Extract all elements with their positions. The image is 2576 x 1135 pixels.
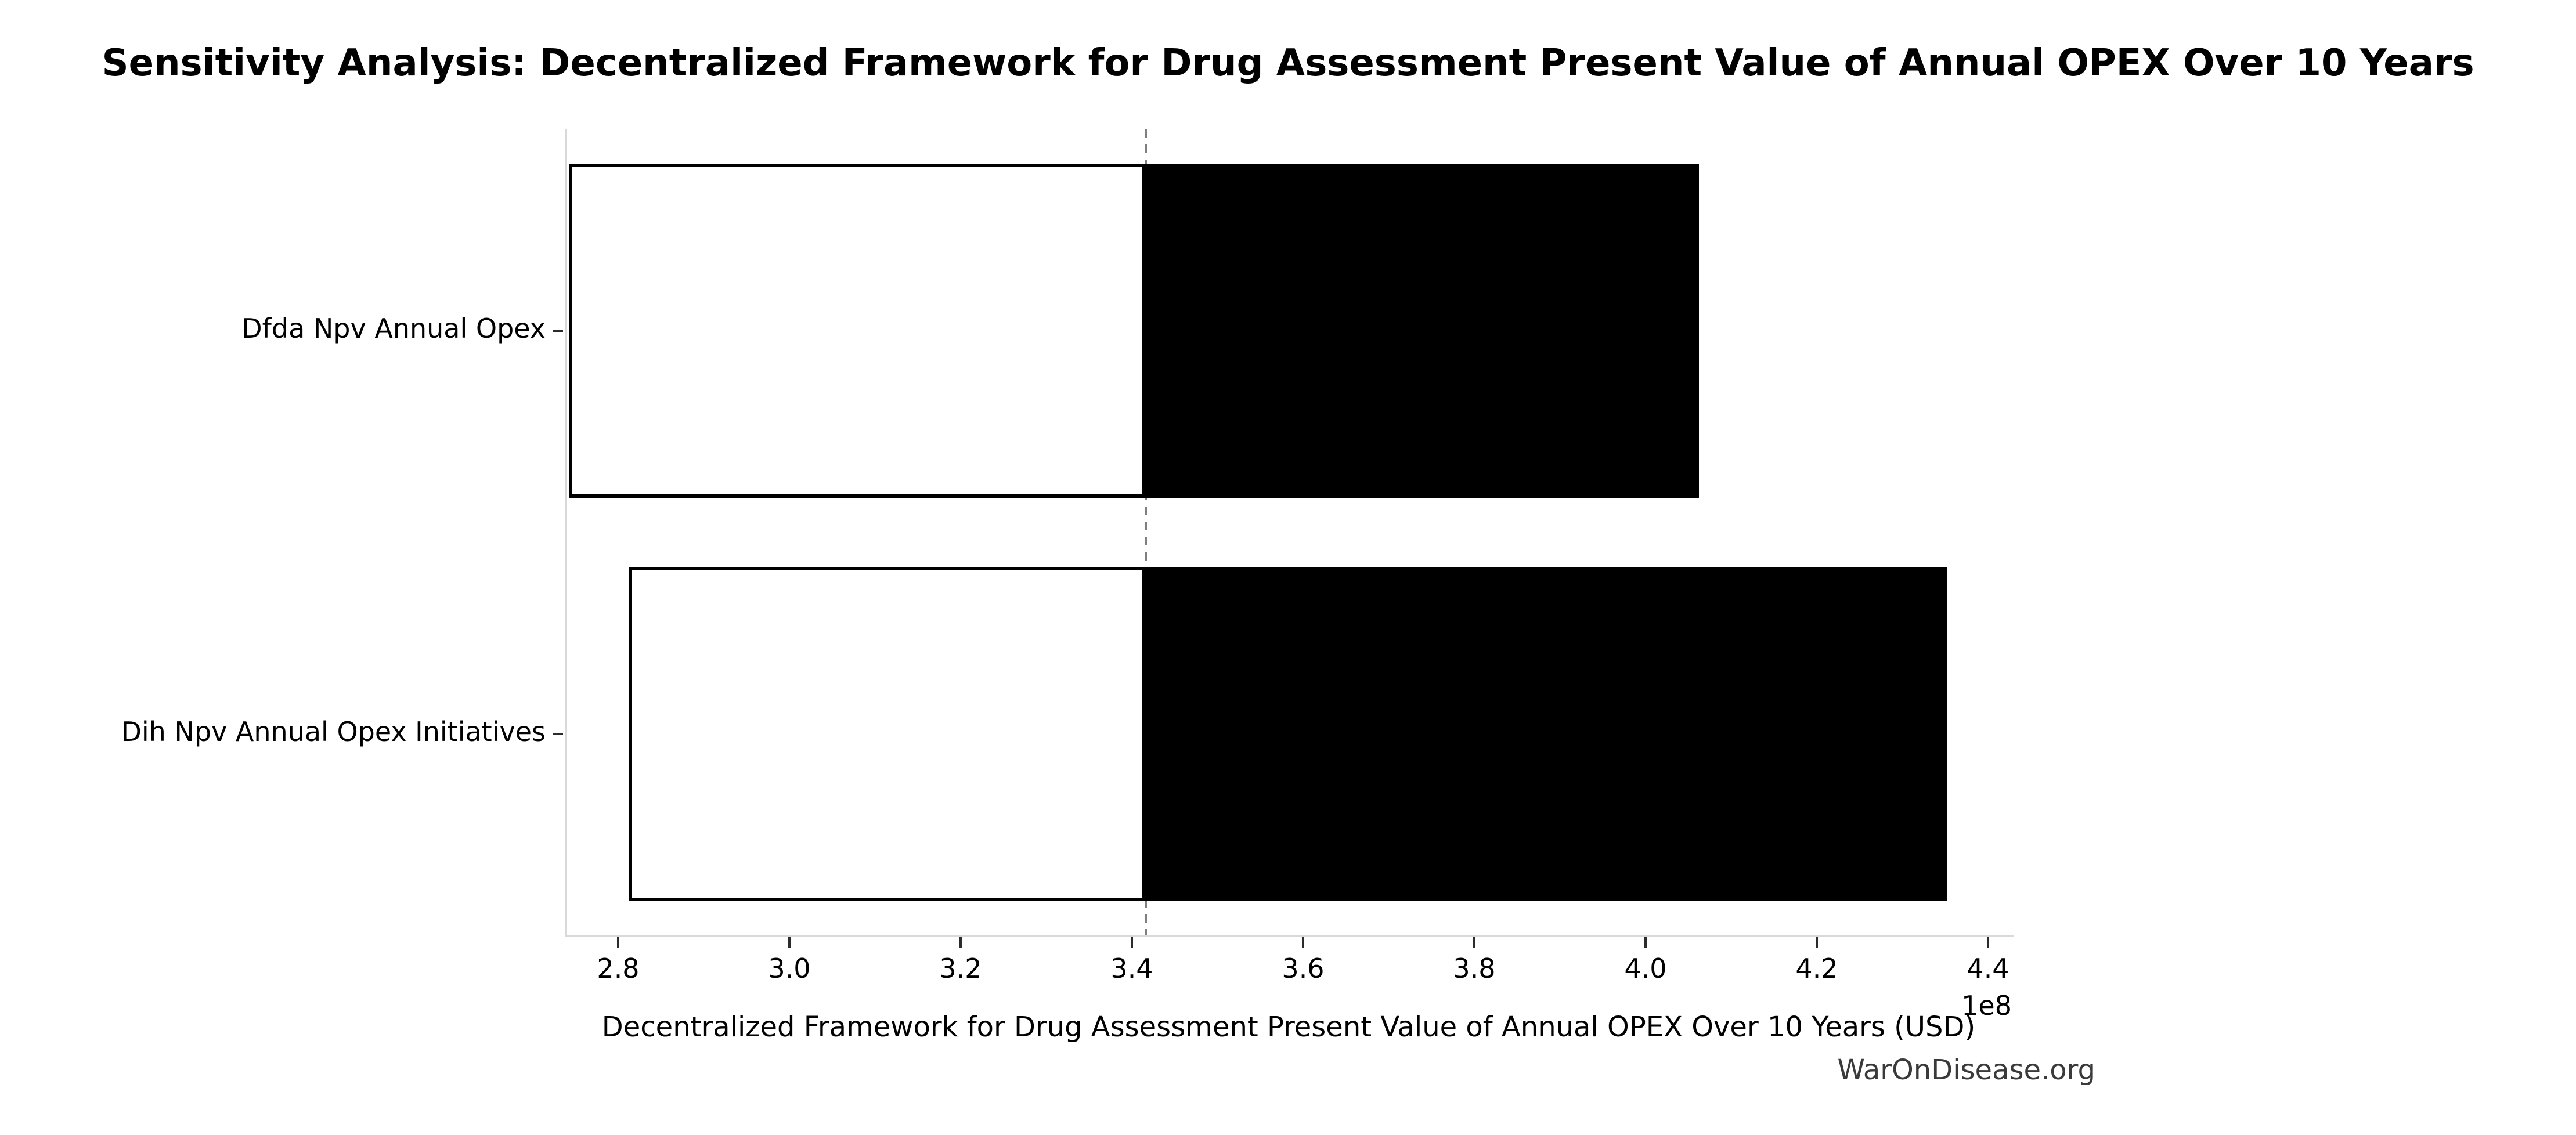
- x-tick-label: 4.2: [1795, 953, 1838, 984]
- x-tick: [788, 937, 791, 948]
- x-tick-label: 3.8: [1453, 953, 1496, 984]
- watermark: WarOnDisease.org: [1837, 1054, 2095, 1086]
- y-tick: [553, 330, 563, 332]
- baseline-dashed-line: [1144, 129, 1147, 935]
- plot-area: [565, 129, 2014, 937]
- x-tick: [1816, 937, 1818, 948]
- y-tick-label: Dfda Npv Annual Opex: [241, 313, 546, 344]
- x-tick: [1473, 937, 1475, 948]
- x-tick-label: 3.2: [939, 953, 982, 984]
- x-tick: [1131, 937, 1133, 948]
- x-tick: [1302, 937, 1304, 948]
- x-tick: [1987, 937, 1989, 948]
- x-tick: [959, 937, 962, 948]
- chart-title: Sensitivity Analysis: Decentralized Fram…: [102, 42, 2474, 85]
- x-tick-label: 3.6: [1282, 953, 1325, 984]
- x-tick-label: 3.4: [1110, 953, 1153, 984]
- bar-high-segment: [1146, 567, 1947, 901]
- x-tick-label: 4.0: [1624, 953, 1667, 984]
- y-tick-label: Dih Npv Annual Opex Initiatives: [121, 716, 546, 747]
- bar-high-segment: [1146, 164, 1699, 498]
- bar-low-segment: [569, 164, 1146, 498]
- x-tick-label: 2.8: [597, 953, 640, 984]
- x-tick: [1644, 937, 1647, 948]
- x-axis-offset-label: 1e8: [1961, 990, 2012, 1021]
- x-axis-label: Decentralized Framework for Drug Assessm…: [601, 1011, 1976, 1043]
- y-tick: [553, 733, 563, 735]
- x-tick: [617, 937, 619, 948]
- bar-low-segment: [629, 567, 1146, 901]
- x-tick-label: 3.0: [768, 953, 811, 984]
- x-tick-label: 4.4: [1967, 953, 2009, 984]
